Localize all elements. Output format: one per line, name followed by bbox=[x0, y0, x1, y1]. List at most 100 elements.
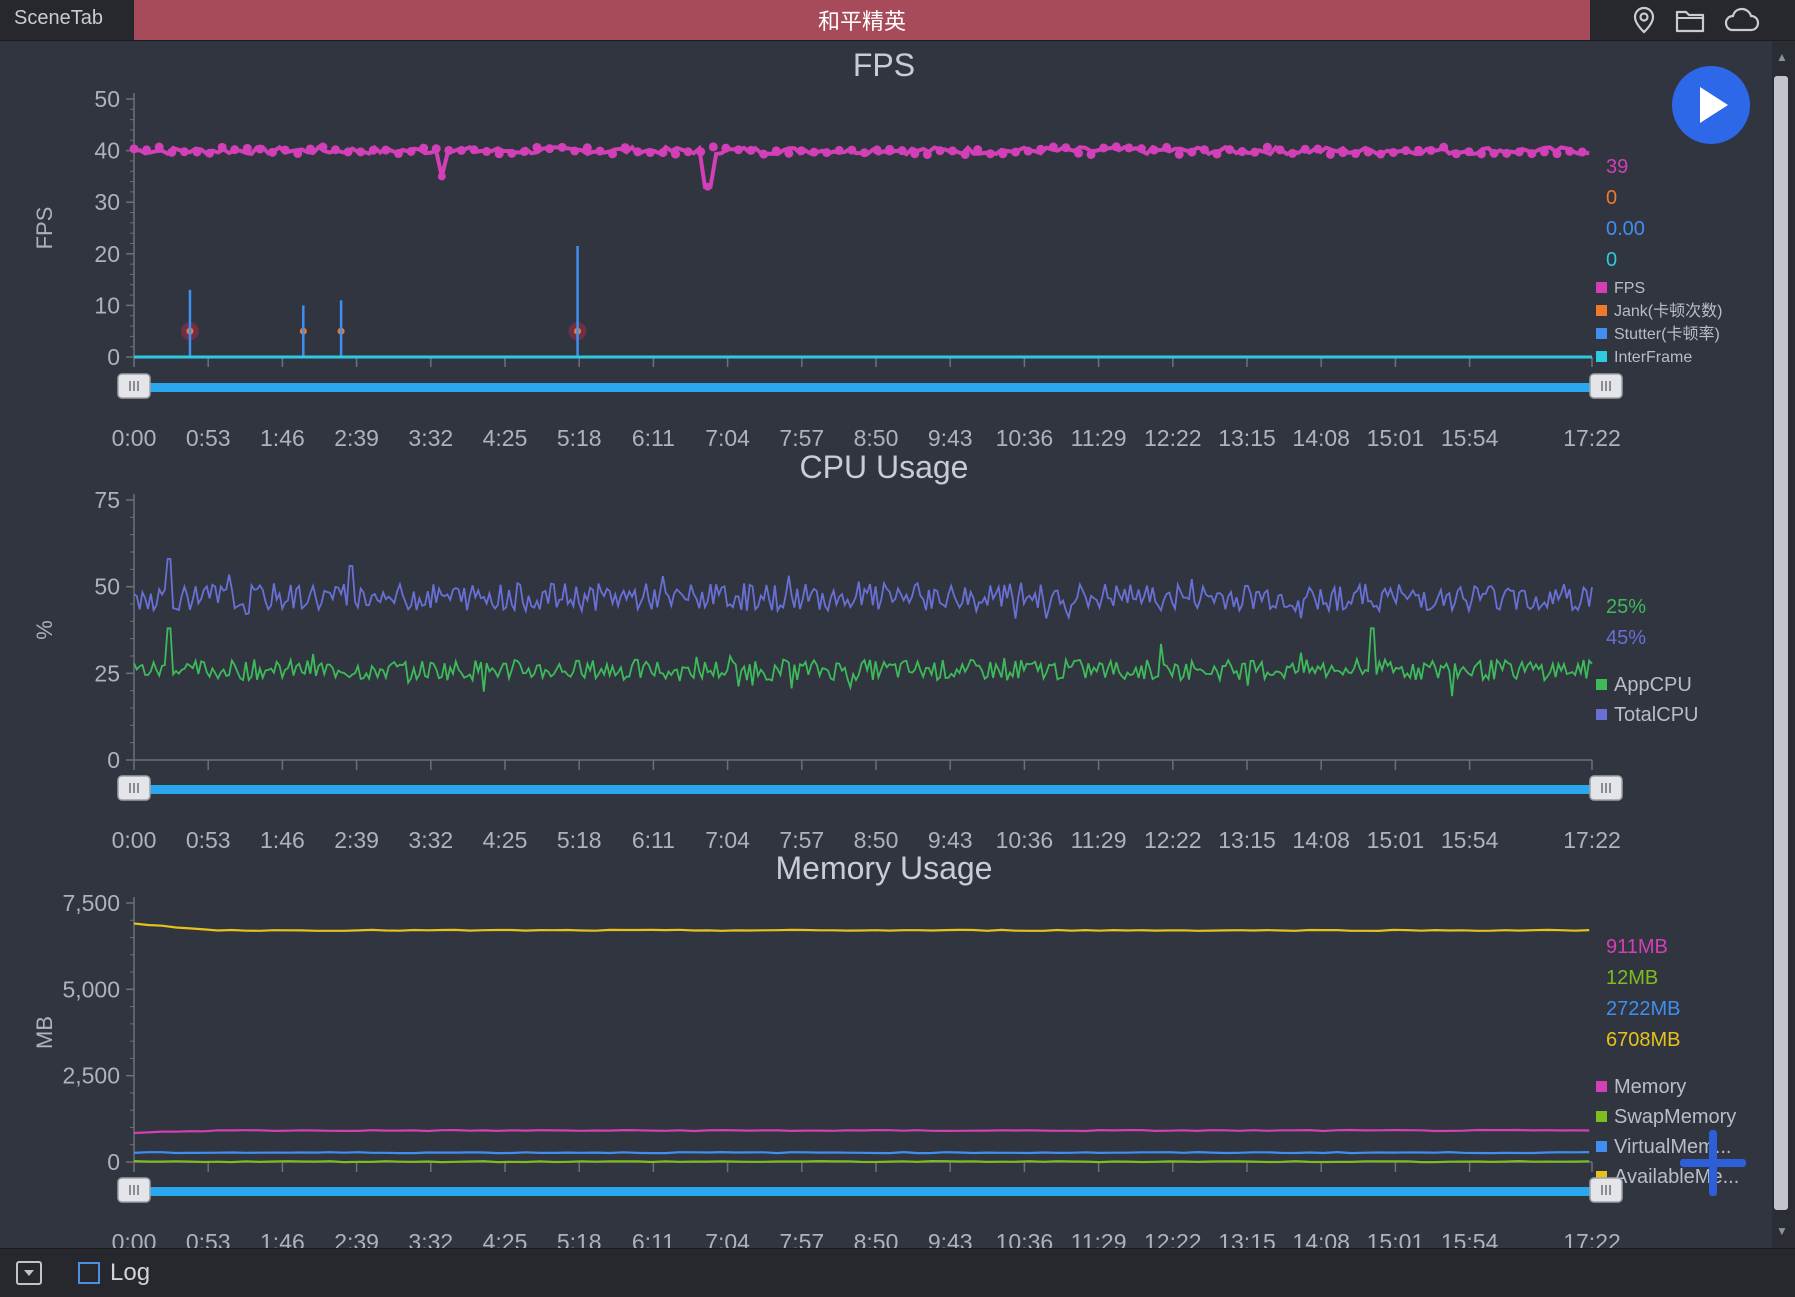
y-tick-label: 10 bbox=[94, 292, 120, 318]
series-line-memory bbox=[133, 922, 1590, 933]
fps-point bbox=[142, 145, 152, 155]
y-axis-label: % bbox=[32, 620, 57, 640]
fps-point bbox=[1388, 147, 1398, 157]
fps-point bbox=[154, 142, 164, 152]
fps-point bbox=[1199, 145, 1209, 155]
fps-point bbox=[230, 145, 240, 155]
legend-label: SwapMemory bbox=[1614, 1106, 1736, 1128]
expand-dropdown-button[interactable] bbox=[16, 1261, 42, 1285]
current-value: 2722MB bbox=[1606, 998, 1681, 1020]
folder-icon[interactable] bbox=[1674, 4, 1706, 36]
fps-point bbox=[985, 149, 995, 159]
fps-dip-point bbox=[437, 172, 446, 181]
fps-point bbox=[393, 149, 403, 159]
scroll-thumb[interactable] bbox=[1774, 76, 1788, 1210]
x-tick-label: 0:53 bbox=[186, 827, 231, 853]
fps-point bbox=[620, 143, 630, 153]
x-tick-label: 14:08 bbox=[1292, 425, 1350, 451]
chevron-down-icon bbox=[24, 1270, 34, 1276]
app-title: 和平精英 bbox=[817, 9, 906, 34]
fps-point bbox=[708, 142, 718, 152]
fps-point bbox=[683, 147, 693, 157]
y-tick-label: 20 bbox=[94, 241, 120, 267]
fps-point bbox=[1187, 147, 1197, 157]
chart-title: Memory Usage bbox=[776, 850, 993, 886]
fps-point bbox=[847, 145, 857, 155]
legend-swatch bbox=[1596, 351, 1607, 362]
fps-point bbox=[582, 143, 592, 153]
fps-point bbox=[1313, 144, 1323, 154]
fps-point bbox=[1363, 147, 1373, 157]
fps-point bbox=[1577, 147, 1587, 157]
x-tick-label: 13:15 bbox=[1218, 1229, 1276, 1248]
y-axis-label: MB bbox=[32, 1016, 57, 1049]
legend-label: TotalCPU bbox=[1614, 704, 1698, 726]
fps-point bbox=[595, 146, 605, 156]
fps-point bbox=[167, 147, 177, 157]
fps-point bbox=[1464, 147, 1474, 157]
fps-point bbox=[784, 148, 794, 158]
fps-point bbox=[179, 147, 189, 157]
fps-point bbox=[268, 147, 278, 157]
fps-point bbox=[1288, 148, 1298, 158]
scroll-down-icon[interactable]: ▼ bbox=[1776, 1224, 1788, 1238]
x-tick-label: 8:50 bbox=[854, 1229, 899, 1248]
fps-point bbox=[482, 146, 492, 156]
fps-point bbox=[608, 149, 618, 159]
x-tick-label: 17:22 bbox=[1563, 1229, 1621, 1248]
add-button[interactable] bbox=[1680, 1130, 1746, 1196]
x-tick-label: 7:57 bbox=[779, 827, 824, 853]
scene-tab[interactable]: SceneTab bbox=[14, 7, 103, 29]
x-tick-label: 5:18 bbox=[557, 425, 602, 451]
x-tick-label: 17:22 bbox=[1563, 425, 1621, 451]
x-tick-label: 8:50 bbox=[854, 425, 899, 451]
x-tick-label: 6:11 bbox=[632, 425, 675, 451]
location-pin-icon[interactable] bbox=[1628, 4, 1660, 36]
fps-point bbox=[1351, 149, 1361, 159]
fps-point bbox=[671, 149, 681, 159]
current-value: 45% bbox=[1606, 627, 1646, 649]
fps-point bbox=[809, 147, 819, 157]
x-tick-label: 5:18 bbox=[557, 827, 602, 853]
cloud-icon[interactable] bbox=[1722, 4, 1760, 36]
fps-point bbox=[633, 147, 643, 157]
x-tick-label: 4:25 bbox=[483, 425, 528, 451]
x-tick-label: 1:46 bbox=[260, 827, 305, 853]
fps-point bbox=[1552, 149, 1562, 159]
fps-point bbox=[192, 147, 202, 157]
fps-point bbox=[280, 145, 290, 155]
fps-point bbox=[1225, 145, 1235, 155]
fps-point bbox=[217, 142, 227, 152]
fps-point bbox=[545, 144, 555, 154]
fps-point bbox=[1413, 145, 1423, 155]
log-checkbox[interactable] bbox=[78, 1262, 100, 1284]
fps-point bbox=[1565, 146, 1575, 156]
fps-point bbox=[1401, 146, 1411, 156]
y-axis-label: FPS bbox=[32, 207, 57, 250]
y-tick-label: 25 bbox=[94, 660, 120, 686]
legend-label: Jank(卡顿次数) bbox=[1614, 302, 1722, 320]
fps-point bbox=[910, 149, 920, 159]
x-tick-label: 12:22 bbox=[1144, 1229, 1202, 1248]
fps-point bbox=[1338, 148, 1348, 158]
y-tick-label: 75 bbox=[94, 487, 120, 513]
fps-point bbox=[645, 148, 655, 158]
fps-point bbox=[129, 144, 139, 154]
x-tick-label: 3:32 bbox=[408, 827, 453, 853]
fps-point bbox=[1376, 149, 1386, 159]
x-tick-label: 11:29 bbox=[1071, 827, 1127, 853]
fps-point bbox=[1275, 145, 1285, 155]
fps-point bbox=[746, 145, 756, 155]
fps-point bbox=[205, 148, 215, 158]
x-tick-label: 13:15 bbox=[1218, 827, 1276, 853]
fps-point bbox=[733, 145, 743, 155]
legend-label: Stutter(卡顿率) bbox=[1614, 325, 1720, 343]
legend-swatch bbox=[1596, 1141, 1607, 1152]
fps-point bbox=[759, 149, 769, 159]
scroll-up-icon[interactable]: ▲ bbox=[1776, 50, 1788, 64]
fps-point bbox=[368, 145, 378, 155]
x-tick-label: 2:39 bbox=[334, 1229, 379, 1248]
fps-point bbox=[406, 146, 416, 156]
y-tick-label: 2,500 bbox=[62, 1063, 120, 1089]
x-tick-label: 9:43 bbox=[928, 1229, 973, 1248]
